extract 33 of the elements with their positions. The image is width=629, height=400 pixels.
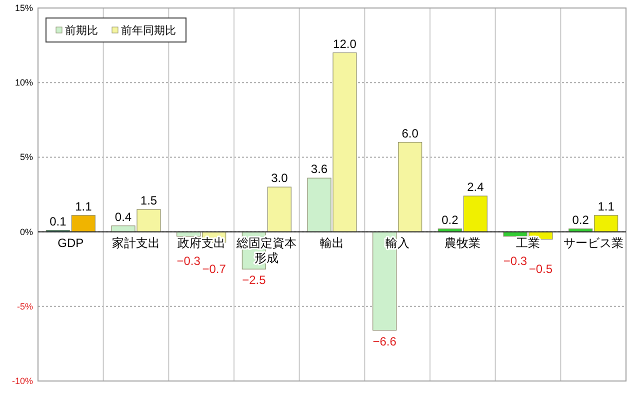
x-tick-label: 家計支出 — [112, 236, 160, 250]
x-tick-label: 工業 — [516, 236, 540, 250]
data-label: 12.0 — [333, 36, 357, 51]
data-label: 1.1 — [75, 199, 92, 214]
data-label: 1.1 — [598, 199, 615, 214]
data-label: 0.4 — [114, 210, 132, 224]
data-label: 3.6 — [310, 162, 328, 176]
data-label: 6.0 — [402, 126, 419, 140]
data-label: −0.3 — [176, 254, 201, 268]
y-tick-label: 5% — [20, 152, 33, 162]
y-tick-label: -10% — [12, 376, 33, 386]
y-tick-label: -5% — [16, 301, 33, 312]
data-label: −0.7 — [202, 262, 226, 276]
x-tick-label: 輸出 — [320, 236, 344, 250]
legend-label: 前期比 — [65, 24, 98, 37]
y-tick-label: 10% — [14, 78, 33, 88]
x-tick-label: GDP — [58, 236, 84, 250]
x-tick-label: 輸入 — [385, 236, 410, 250]
data-label: −0.3 — [503, 254, 528, 268]
y-tick-label: 15% — [14, 3, 33, 13]
data-label: 3.0 — [271, 171, 288, 186]
data-label: −2.5 — [242, 273, 266, 288]
data-label: −6.6 — [372, 334, 397, 348]
data-label: 0.2 — [442, 212, 459, 227]
data-label: 0.1 — [50, 214, 67, 228]
legend-label: 前年同期比 — [121, 24, 176, 37]
y-tick-label: 0% — [20, 226, 33, 237]
data-label: 0.2 — [572, 212, 590, 227]
data-label: 1.5 — [140, 193, 158, 208]
data-label: 2.4 — [467, 180, 484, 194]
x-tick-label: サービス業 — [563, 236, 624, 250]
data-label: −0.5 — [528, 262, 553, 276]
x-tick-label: 農牧業 — [444, 236, 481, 250]
